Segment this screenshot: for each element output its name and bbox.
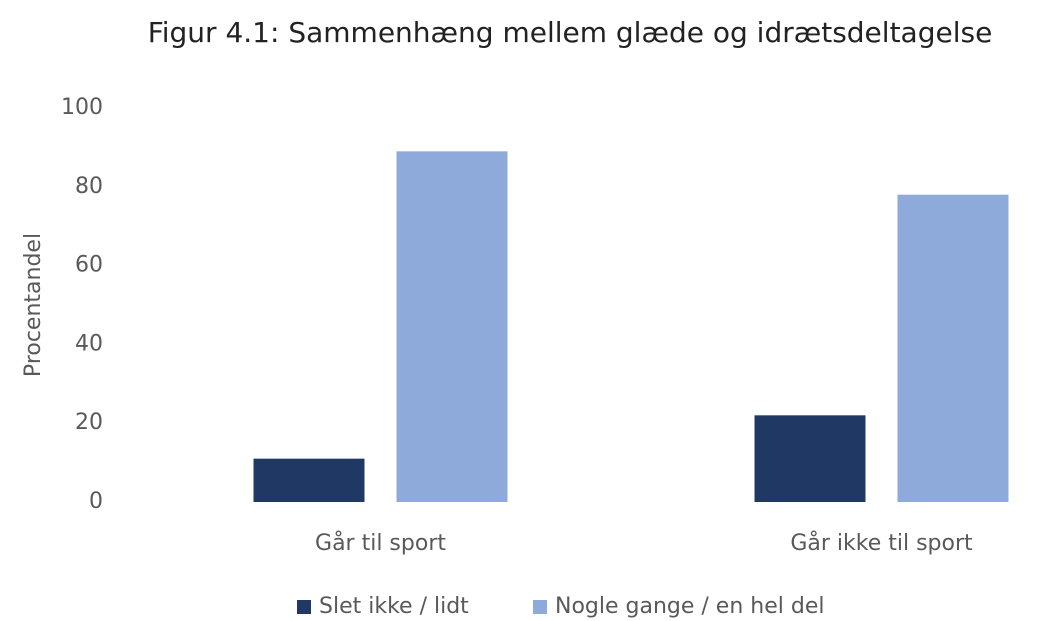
legend-swatch bbox=[533, 600, 547, 614]
y-axis-label: Procentandel bbox=[21, 233, 46, 377]
y-tick-label: 100 bbox=[61, 95, 103, 120]
bar bbox=[897, 194, 1009, 502]
legend-label: Slet ikke / lidt bbox=[319, 594, 469, 619]
x-tick-label: Går til sport bbox=[315, 530, 446, 556]
bar bbox=[754, 415, 866, 502]
y-tick-label: 60 bbox=[75, 253, 103, 278]
y-tick-label: 80 bbox=[75, 174, 103, 199]
y-tick-label: 40 bbox=[75, 331, 103, 356]
y-tick-label: 0 bbox=[89, 489, 103, 514]
bar bbox=[253, 458, 365, 502]
chart-title: Figur 4.1: Sammenhæng mellem glæde og id… bbox=[148, 16, 993, 49]
x-tick-label: Går ikke til sport bbox=[790, 530, 973, 556]
bar bbox=[396, 151, 508, 502]
legend-label: Nogle gange / en hel del bbox=[555, 594, 824, 619]
y-tick-label: 20 bbox=[75, 410, 103, 435]
legend-swatch bbox=[297, 600, 311, 614]
